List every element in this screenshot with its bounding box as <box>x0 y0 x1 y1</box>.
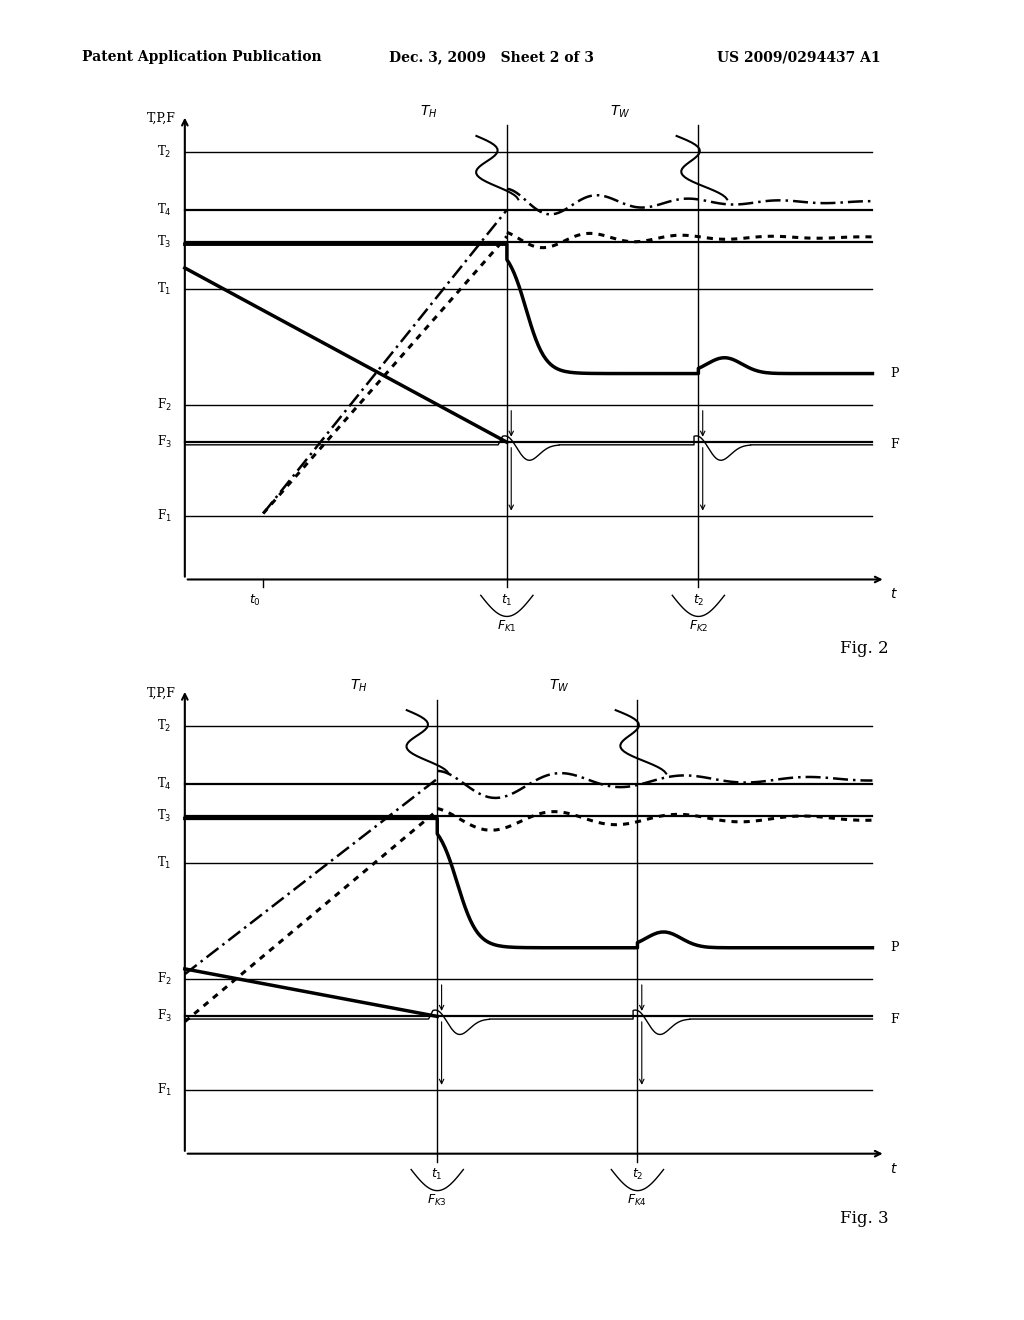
Text: T$_1$: T$_1$ <box>158 281 172 297</box>
Text: F$_2$: F$_2$ <box>157 972 172 987</box>
Text: F$_1$: F$_1$ <box>157 508 172 524</box>
Text: $T_W$: $T_W$ <box>610 104 630 120</box>
Text: F$_3$: F$_3$ <box>157 1008 172 1024</box>
Text: T$_2$: T$_2$ <box>158 144 172 160</box>
Text: T$_3$: T$_3$ <box>158 808 172 824</box>
Text: $t_1$: $t_1$ <box>501 593 513 607</box>
Text: $t$: $t$ <box>890 1162 898 1176</box>
Text: $T_W$: $T_W$ <box>549 678 569 694</box>
Text: P: P <box>890 367 898 380</box>
Text: T$_3$: T$_3$ <box>158 234 172 249</box>
Text: Patent Application Publication: Patent Application Publication <box>82 50 322 65</box>
Text: F$_3$: F$_3$ <box>157 434 172 450</box>
Text: $T_H$: $T_H$ <box>350 678 368 694</box>
Text: F: F <box>890 1012 898 1026</box>
Text: T,P,F: T,P,F <box>147 112 176 125</box>
Text: T$_1$: T$_1$ <box>158 855 172 871</box>
Text: Dec. 3, 2009   Sheet 2 of 3: Dec. 3, 2009 Sheet 2 of 3 <box>389 50 594 65</box>
Text: Fig. 2: Fig. 2 <box>840 640 888 657</box>
Text: T,P,F: T,P,F <box>147 686 176 700</box>
Text: T$_4$: T$_4$ <box>157 202 172 218</box>
Text: F: F <box>890 438 898 451</box>
Text: P: P <box>890 941 898 954</box>
Text: $t$: $t$ <box>890 587 898 602</box>
Text: F$_2$: F$_2$ <box>157 397 172 413</box>
Text: $t_2$: $t_2$ <box>692 593 705 607</box>
Text: $F_{K4}$: $F_{K4}$ <box>628 1193 647 1208</box>
Text: T$_4$: T$_4$ <box>157 776 172 792</box>
Text: $F_{K3}$: $F_{K3}$ <box>427 1193 447 1208</box>
Text: $t_2$: $t_2$ <box>632 1167 643 1181</box>
Text: F$_1$: F$_1$ <box>157 1082 172 1098</box>
Text: $F_{K2}$: $F_{K2}$ <box>688 619 709 634</box>
Text: US 2009/0294437 A1: US 2009/0294437 A1 <box>717 50 881 65</box>
Text: Fig. 3: Fig. 3 <box>840 1210 888 1228</box>
Text: $T_H$: $T_H$ <box>420 104 437 120</box>
Text: $t_0$: $t_0$ <box>249 593 260 607</box>
Text: $F_{K1}$: $F_{K1}$ <box>497 619 517 634</box>
Text: T$_2$: T$_2$ <box>158 718 172 734</box>
Text: $t_1$: $t_1$ <box>431 1167 443 1181</box>
